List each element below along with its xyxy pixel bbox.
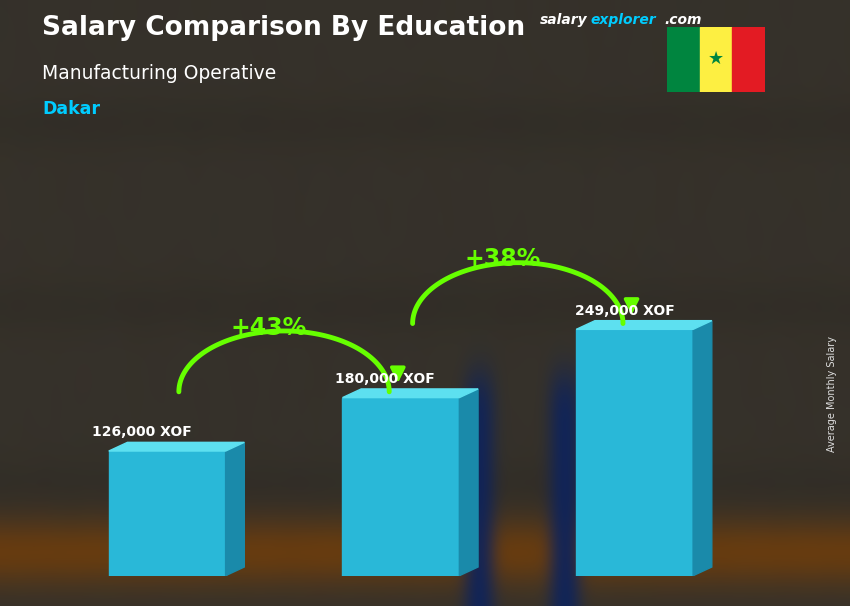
Text: salary: salary [540,13,587,27]
Bar [733,27,765,92]
Polygon shape [109,442,244,451]
Bar [109,451,225,576]
Bar [667,27,700,92]
Text: ★: ★ [708,50,724,68]
Polygon shape [343,389,478,398]
Text: Dakar: Dakar [42,100,100,118]
Text: +38%: +38% [464,247,541,271]
Text: 126,000 XOF: 126,000 XOF [93,425,192,439]
Polygon shape [225,442,244,576]
Text: Average Monthly Salary: Average Monthly Salary [827,336,837,452]
Text: 249,000 XOF: 249,000 XOF [575,304,675,318]
Text: Salary Comparison By Education: Salary Comparison By Education [42,15,525,41]
Text: +43%: +43% [230,316,307,339]
Polygon shape [693,321,711,576]
Bar [343,398,459,576]
Bar [576,329,693,576]
Text: Manufacturing Operative: Manufacturing Operative [42,64,277,82]
Text: 180,000 XOF: 180,000 XOF [336,372,435,386]
Text: explorer: explorer [591,13,656,27]
Text: .com: .com [665,13,702,27]
Polygon shape [576,321,711,329]
Bar [700,27,733,92]
Polygon shape [459,389,478,576]
